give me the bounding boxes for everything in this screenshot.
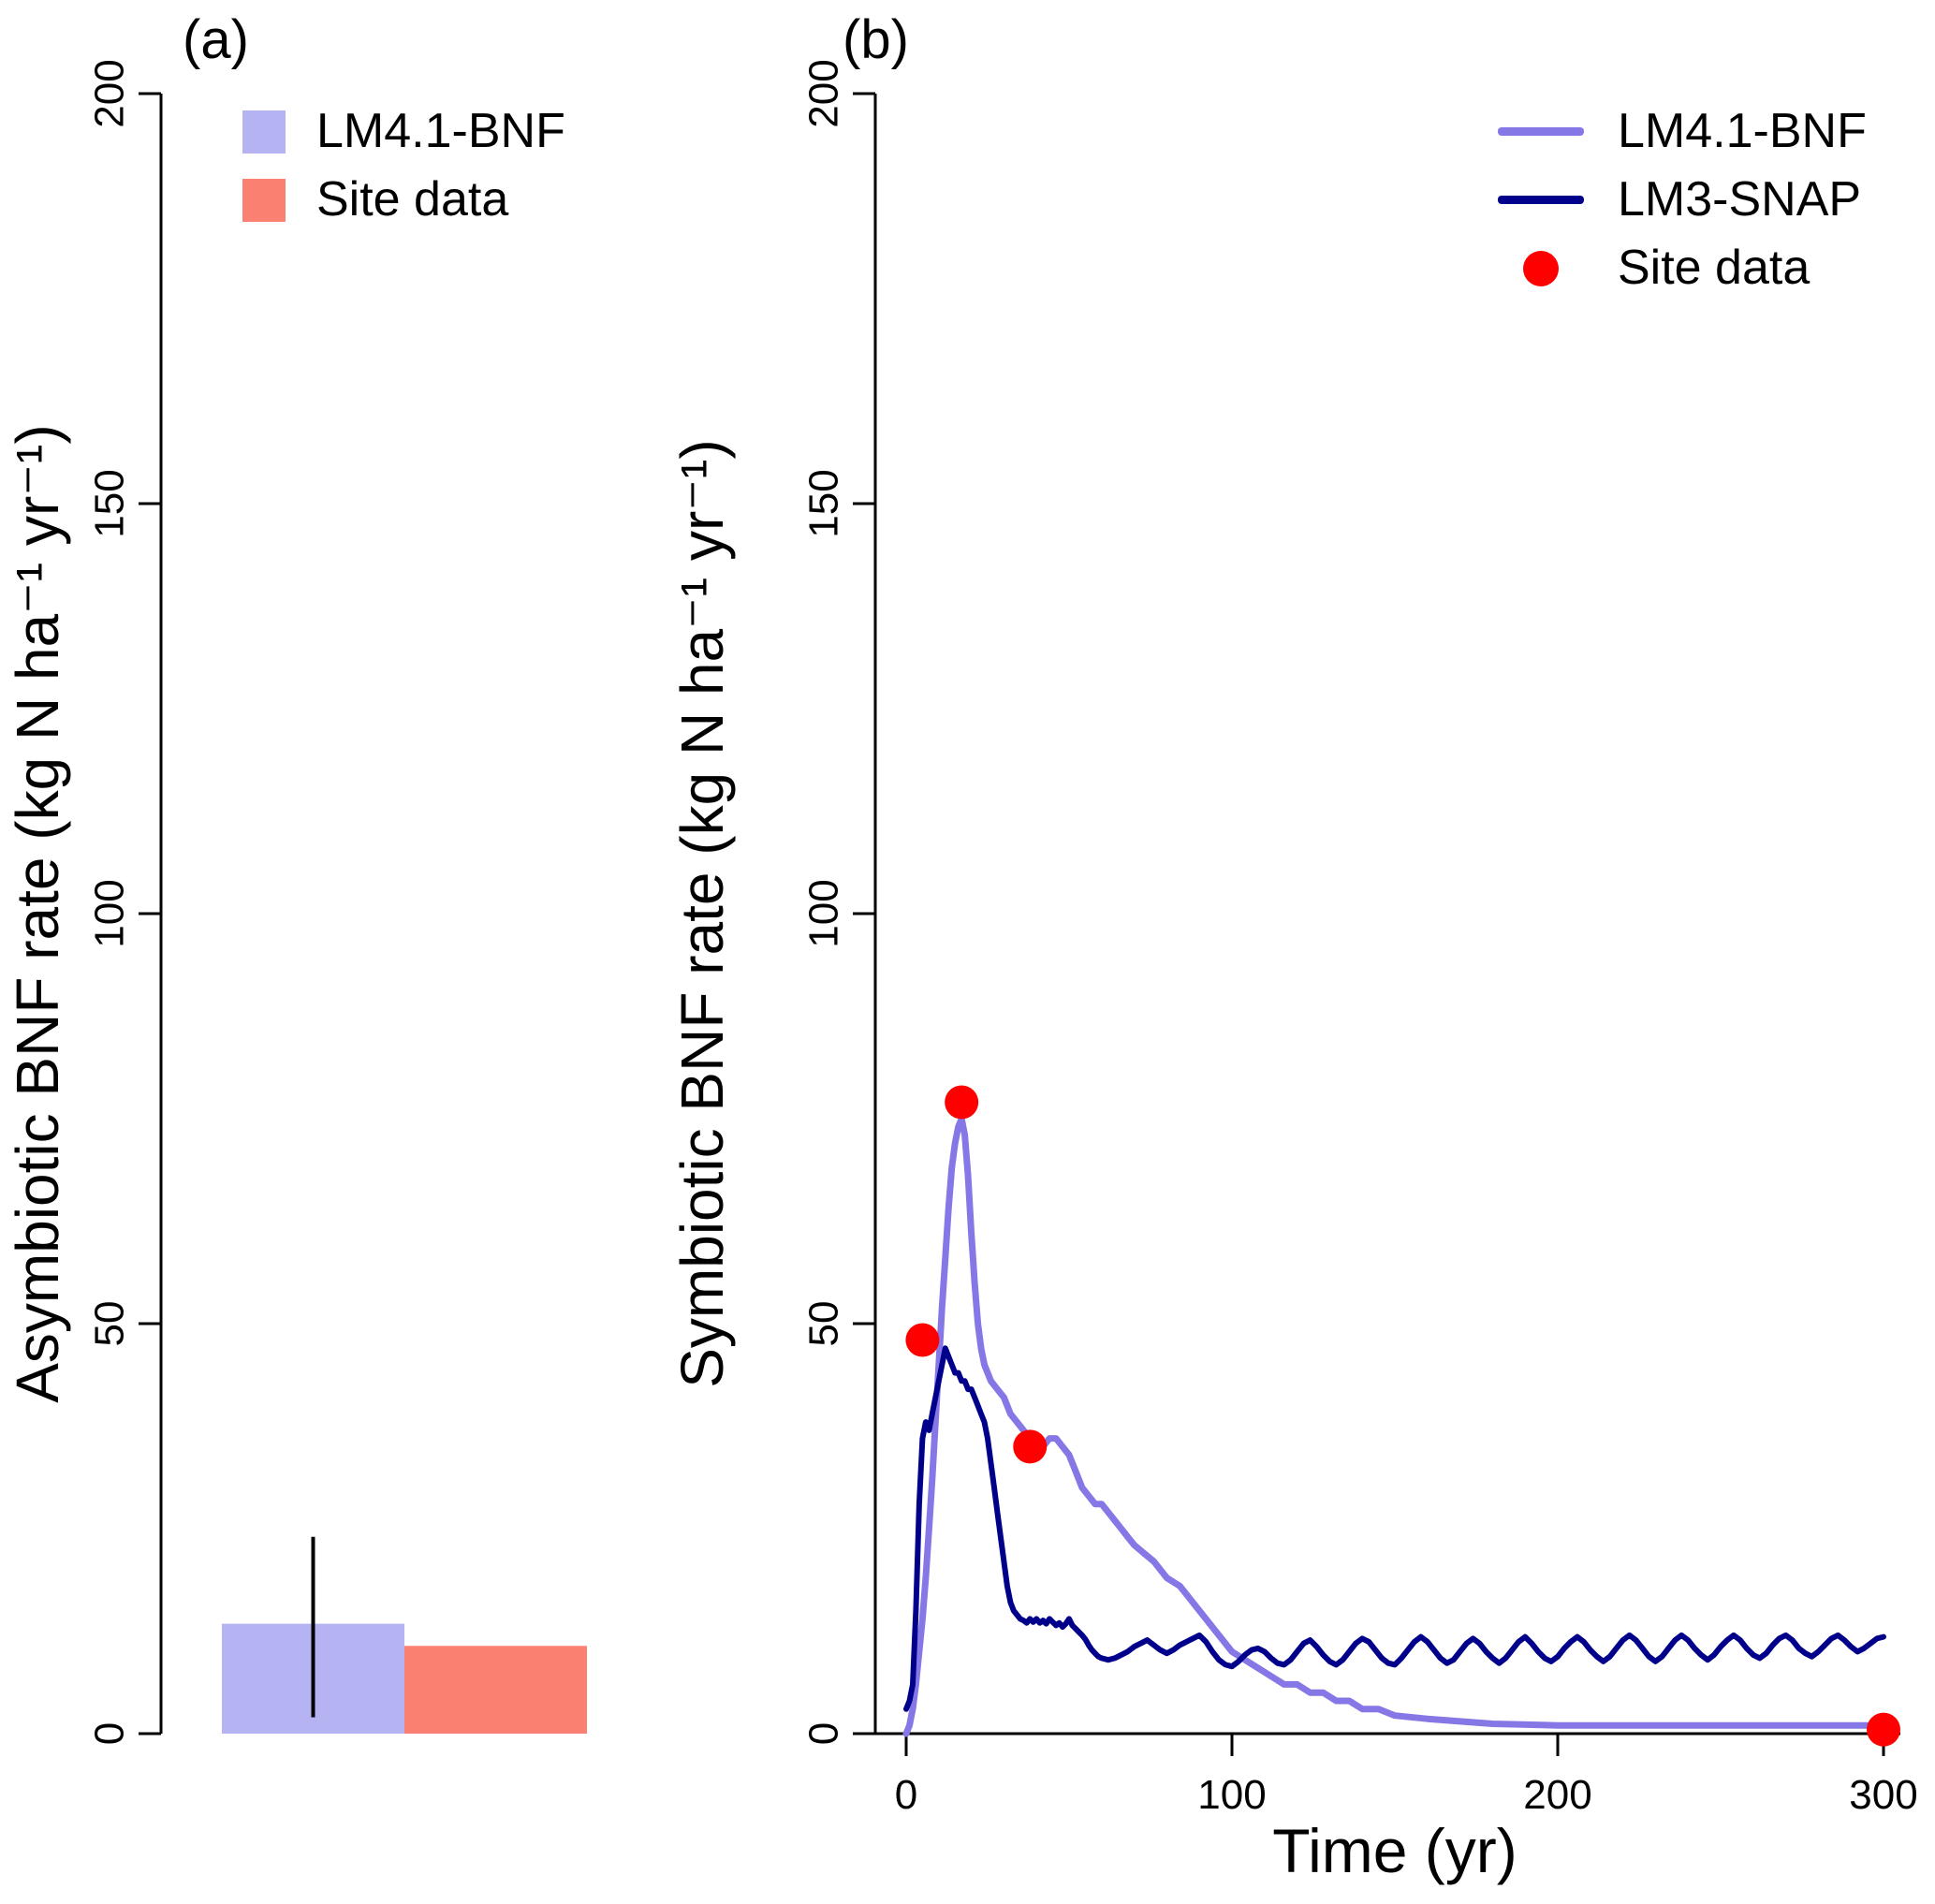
legend-label: LM4.1-BNF bbox=[1618, 104, 1867, 158]
legend-label: LM4.1-BNF bbox=[316, 104, 565, 158]
bar-site-data bbox=[404, 1646, 587, 1734]
panel-b-legend: LM4.1-BNF LM3-SNAP Site data bbox=[1496, 104, 1867, 296]
y-tick-label: 200 bbox=[801, 59, 847, 127]
site-data-point bbox=[905, 1323, 940, 1357]
y-tick-label: 0 bbox=[87, 1722, 133, 1745]
site-data-point-icon bbox=[1523, 250, 1559, 286]
legend-item: Site data bbox=[242, 172, 565, 227]
legend-item: LM3-SNAP bbox=[1496, 172, 1867, 227]
y-tick-label: 50 bbox=[801, 1301, 847, 1347]
site-data-point bbox=[1867, 1712, 1900, 1747]
x-tick-label: 200 bbox=[1523, 1772, 1591, 1818]
series-line-lm3-snap bbox=[903, 1345, 1886, 1712]
legend-item: LM4.1-BNF bbox=[242, 104, 565, 158]
x-tick-label: 300 bbox=[1849, 1772, 1917, 1818]
panel-a-plot: (a) Asymbiotic BNF rate (kg N ha⁻¹ yr⁻¹)… bbox=[4, 9, 587, 1745]
y-tick-label: 0 bbox=[801, 1722, 847, 1745]
legend-label: Site data bbox=[316, 172, 509, 227]
legend-swatch-wrap bbox=[242, 110, 286, 154]
lm41-bnf-swatch-icon bbox=[242, 110, 286, 154]
x-axis-label: Time (yr) bbox=[1272, 1816, 1517, 1885]
panel-b-plot: (b) Symbiotic BNF rate (kg N ha⁻¹ yr⁻¹) … bbox=[668, 9, 1918, 1885]
legend-swatch-wrap bbox=[1496, 127, 1586, 137]
site-data-point bbox=[1013, 1429, 1048, 1464]
legend-swatch-wrap bbox=[1496, 196, 1586, 205]
x-tick-label: 0 bbox=[895, 1772, 917, 1818]
lm3-snap-line-icon bbox=[1498, 196, 1584, 205]
panel-a-tag: (a) bbox=[183, 9, 249, 70]
y-tick-label: 200 bbox=[87, 59, 133, 127]
y-tick-label: 150 bbox=[87, 469, 133, 537]
legend-label: Site data bbox=[1618, 241, 1810, 296]
series-line-lm4-1-bnf bbox=[902, 1115, 1887, 1737]
legend-item: LM4.1-BNF bbox=[1496, 104, 1867, 158]
y-tick-label: 150 bbox=[801, 469, 847, 537]
site-data-swatch-icon bbox=[242, 178, 286, 222]
panel-a-legend: LM4.1-BNF Site data bbox=[242, 104, 565, 227]
y-tick-label: 100 bbox=[801, 879, 847, 947]
legend-swatch-wrap bbox=[1496, 250, 1586, 286]
y-tick-label: 100 bbox=[87, 879, 133, 947]
y-tick-label: 50 bbox=[87, 1301, 133, 1347]
panel-b-ylabel: Symbiotic BNF rate (kg N ha⁻¹ yr⁻¹) bbox=[668, 439, 736, 1388]
panel-b-tag: (b) bbox=[843, 9, 909, 70]
panel-a-ylabel: Asymbiotic BNF rate (kg N ha⁻¹ yr⁻¹) bbox=[4, 424, 71, 1403]
lm41-bnf-line-icon bbox=[1498, 127, 1584, 137]
site-data-point bbox=[945, 1085, 979, 1120]
legend-item: Site data bbox=[1496, 242, 1867, 295]
x-tick-label: 100 bbox=[1197, 1772, 1266, 1818]
legend-label: LM3-SNAP bbox=[1618, 172, 1862, 227]
legend-swatch-wrap bbox=[242, 178, 286, 222]
